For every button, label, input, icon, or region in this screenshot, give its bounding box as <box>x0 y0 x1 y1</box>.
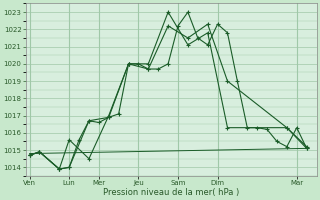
X-axis label: Pression niveau de la mer( hPa ): Pression niveau de la mer( hPa ) <box>103 188 239 197</box>
